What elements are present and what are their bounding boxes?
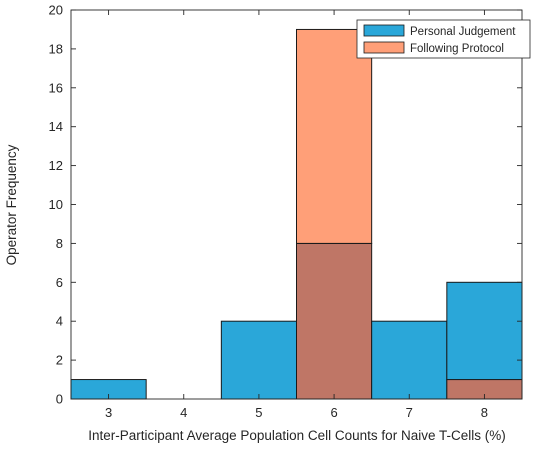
y-tick-label: 2 [56,353,63,368]
x-tick-label: 7 [406,405,413,420]
y-tick-label: 0 [56,392,63,407]
x-tick-label: 3 [105,405,112,420]
ticks-layer: 3 4 5 6 7 8 0 2 4 6 8 10 12 14 16 18 20 [49,3,522,420]
legend-label-protocol: Following Protocol [410,43,504,55]
y-tick-label: 6 [56,275,63,290]
bar-personal-8 [446,281,523,381]
y-tick-label: 18 [49,41,63,56]
legend-swatch-protocol [363,41,405,54]
x-tick-label: 4 [180,405,187,420]
legend-swatch-personal [363,24,405,37]
bars-layer [70,28,523,400]
bar-personal-7 [371,320,448,400]
legend[interactable]: Personal Judgement Following Protocol [356,19,531,59]
bar-personal-5 [220,320,297,400]
x-axis-label: Inter-Participant Average Population Cel… [88,428,505,443]
y-tick-label: 8 [56,236,63,251]
bar-protocol-6 [296,28,373,244]
y-tick-label: 20 [49,3,63,18]
x-tick-label: 8 [481,405,488,420]
y-tick-label: 12 [49,158,63,173]
x-tick-label: 5 [255,405,262,420]
legend-label-personal: Personal Judgement [410,26,516,38]
x-tick-label: 6 [330,405,337,420]
bar-overlap-6 [296,242,373,400]
y-tick-label: 14 [49,119,63,134]
y-tick-label: 10 [49,197,63,212]
y-tick-label: 4 [56,314,63,329]
y-tick-label: 16 [49,80,63,95]
y-axis-label: Operator Frequency [4,144,19,265]
